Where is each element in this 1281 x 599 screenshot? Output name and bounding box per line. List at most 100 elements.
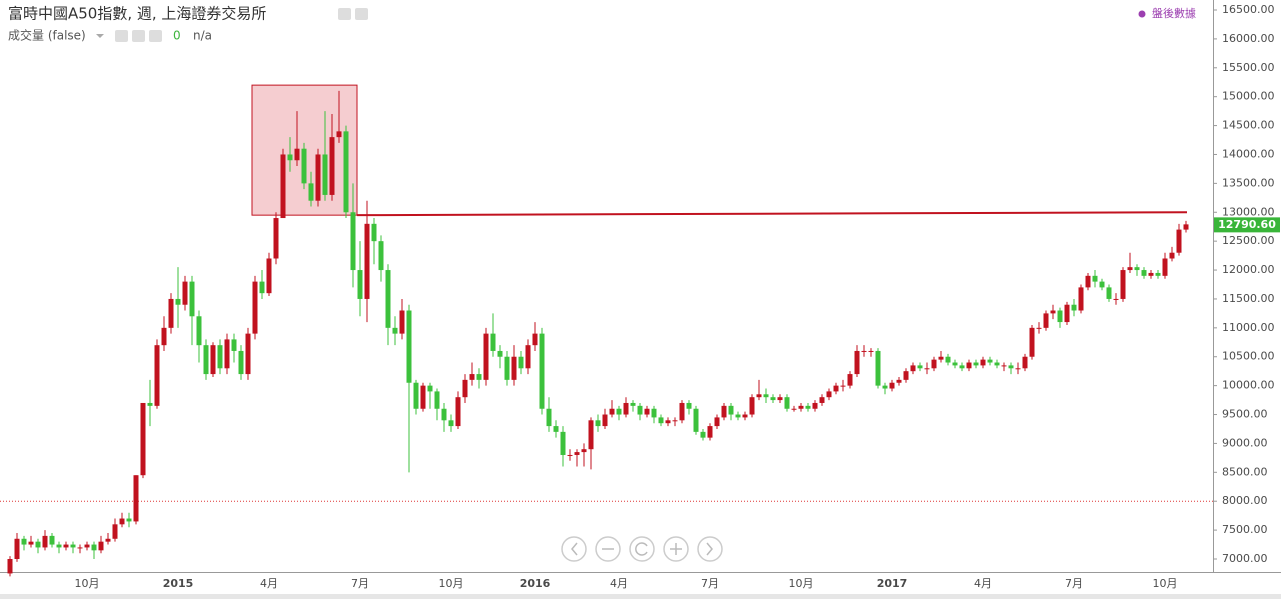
candle-body [1085, 275, 1091, 288]
x-tick-label: 7月 [1065, 577, 1083, 590]
candle-body [553, 426, 559, 432]
candle-body [28, 541, 34, 545]
candle-body [112, 524, 118, 539]
candle-body [791, 408, 797, 410]
scrollbar [0, 594, 1281, 599]
candle-body [161, 327, 167, 346]
settings-icon[interactable] [355, 8, 368, 20]
candle-body [168, 298, 174, 328]
candle-body [1155, 272, 1161, 276]
candle-body [1071, 304, 1077, 311]
candle-body [973, 362, 979, 366]
candle-body [14, 538, 20, 559]
candle-body [84, 544, 90, 548]
chart-title: 富時中國A50指數, 週, 上海證券交易所 [8, 5, 266, 23]
candle-body [280, 154, 286, 219]
candle-body [658, 417, 664, 424]
candle-body [462, 379, 468, 398]
candle-body [777, 397, 783, 401]
candle-body [994, 362, 1000, 366]
candle-body [1162, 258, 1168, 276]
candle-body [56, 544, 62, 548]
candle-body [490, 333, 496, 351]
settings-icon[interactable] [132, 30, 145, 42]
candle-body [343, 131, 349, 213]
candle-body [889, 382, 895, 389]
y-tick-label: 10000.00 [1222, 379, 1275, 392]
candle-body [1008, 365, 1014, 369]
candle-body [1120, 270, 1126, 299]
candle-body [378, 241, 384, 271]
candle-body [532, 333, 538, 346]
scroll-left-button[interactable] [561, 536, 587, 562]
x-tick-label: 4月 [974, 577, 992, 590]
candle-body [574, 452, 580, 455]
candle-body [140, 402, 146, 476]
candle-body [805, 405, 811, 409]
y-tick-label: 7000.00 [1222, 552, 1268, 565]
y-tick-label: 11500.00 [1222, 292, 1275, 305]
eye-icon[interactable] [115, 30, 128, 42]
candle-body [1029, 327, 1035, 357]
x-tick-label: 4月 [260, 577, 278, 590]
volume-value: 0 [173, 29, 181, 43]
candle-body [784, 397, 790, 409]
dropdown-caret[interactable] [96, 34, 104, 38]
candle-body [742, 414, 748, 418]
volume-label: 成交量 (false) [8, 28, 86, 43]
candle-body [1036, 327, 1042, 329]
y-tick-label: 16000.00 [1222, 32, 1275, 45]
y-tick-label: 15000.00 [1222, 90, 1275, 103]
y-tick-label: 7500.00 [1222, 523, 1268, 536]
volume-na: n/a [193, 29, 212, 43]
candle-body [1113, 298, 1119, 300]
candle-body [567, 454, 573, 456]
candle-body [287, 154, 293, 161]
candle-body [1043, 313, 1049, 328]
candle-body [917, 365, 923, 369]
candle-body [861, 350, 867, 352]
x-tick-label: 7月 [351, 577, 369, 590]
candle-body [896, 379, 902, 383]
candle-body [1064, 304, 1070, 323]
candle-body [756, 394, 762, 398]
candle-body [469, 374, 475, 380]
candle-body [714, 417, 720, 427]
candle-body [224, 339, 230, 369]
title-icons[interactable] [338, 8, 368, 20]
candle-body [525, 345, 531, 369]
reset-button[interactable] [629, 536, 655, 562]
candle-body [539, 333, 545, 409]
candle-body [630, 402, 636, 406]
y-tick-label: 12000.00 [1222, 263, 1275, 276]
close-icon[interactable] [149, 30, 162, 42]
last-price-badge [1214, 217, 1280, 233]
candle-body [749, 397, 755, 415]
candle-body [427, 385, 433, 392]
candle-body [1022, 356, 1028, 369]
scroll-right-button[interactable] [697, 536, 723, 562]
x-tick-label: 7月 [701, 577, 719, 590]
candle-body [1141, 270, 1147, 276]
y-tick-label: 13500.00 [1222, 176, 1275, 189]
candle-body [924, 368, 930, 370]
nav-buttons[interactable] [561, 536, 723, 562]
candle-body [371, 223, 377, 242]
candle-body [434, 391, 440, 409]
candle-body [637, 405, 643, 415]
candle-body [476, 374, 482, 380]
y-tick-label: 9500.00 [1222, 408, 1268, 421]
candle-body [882, 385, 888, 389]
candle-body [1127, 267, 1133, 271]
x-tick-label: 10月 [1153, 577, 1178, 590]
candle-body [1148, 272, 1154, 276]
candle-body [875, 350, 881, 386]
nav-glyphs [571, 542, 713, 556]
candle-body [1176, 229, 1182, 253]
eye-icon[interactable] [338, 8, 351, 20]
candle-body [1134, 267, 1140, 271]
candle-body [497, 350, 503, 357]
last-price-label: 12790.60 [1218, 218, 1276, 231]
